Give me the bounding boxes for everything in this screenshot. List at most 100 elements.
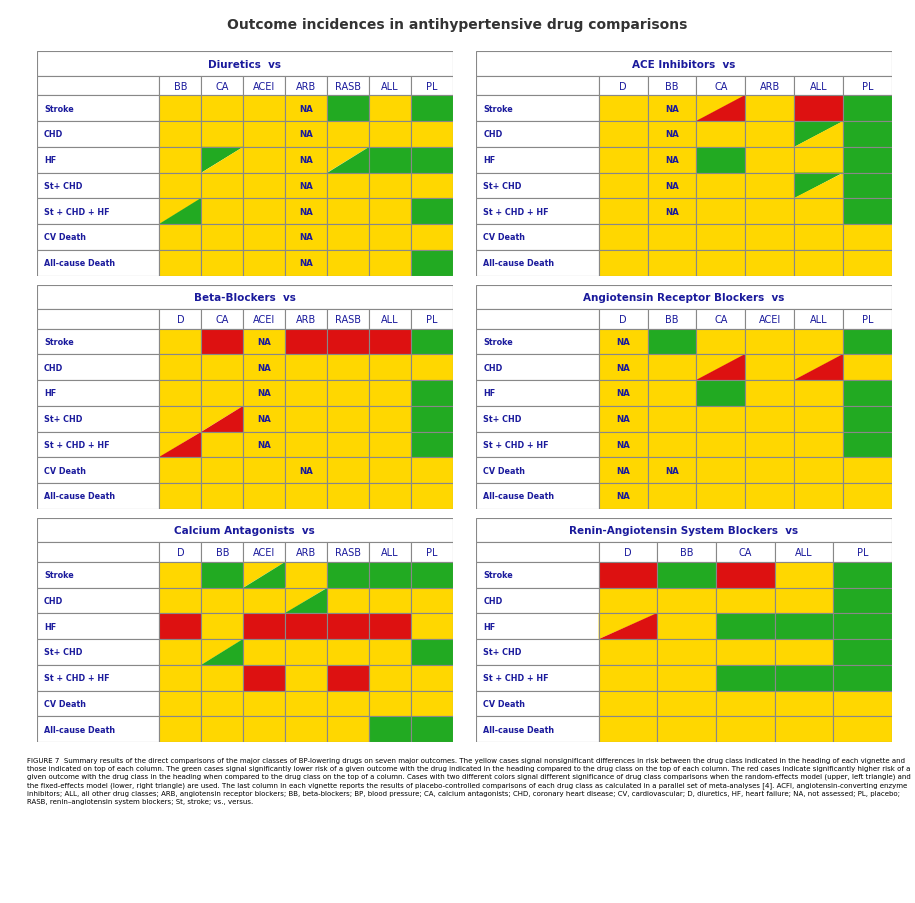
Bar (159, 433, 201, 458)
Bar (328, 310, 369, 330)
Text: ALL: ALL (382, 81, 399, 91)
Bar (746, 122, 794, 148)
Text: St + CHD + HF: St + CHD + HF (483, 208, 549, 217)
Text: NA: NA (616, 414, 630, 424)
Bar (285, 666, 328, 691)
Bar (746, 200, 794, 225)
Bar (598, 639, 657, 666)
Bar (328, 666, 369, 691)
Bar (844, 251, 892, 276)
Polygon shape (328, 148, 369, 173)
Bar (159, 543, 201, 563)
Bar (834, 717, 892, 742)
Bar (648, 225, 696, 251)
Bar (411, 666, 453, 691)
Text: RASB: RASB (335, 314, 361, 324)
Bar (657, 563, 716, 588)
Text: ACE Inhibitors  vs: ACE Inhibitors vs (632, 60, 736, 70)
Bar (844, 330, 892, 355)
Bar (37, 433, 159, 458)
Bar (411, 406, 453, 433)
Bar (159, 225, 201, 251)
Bar (598, 543, 657, 563)
Bar (648, 355, 696, 381)
Bar (716, 614, 775, 639)
Bar (648, 148, 696, 173)
Bar (476, 691, 598, 717)
Bar (794, 381, 844, 406)
Bar (411, 310, 453, 330)
Bar (746, 433, 794, 458)
Bar (159, 330, 201, 355)
Bar (285, 717, 328, 742)
Bar (411, 433, 453, 458)
Bar (657, 543, 716, 563)
Polygon shape (794, 173, 844, 200)
Bar (746, 458, 794, 484)
Text: BB: BB (665, 81, 679, 91)
Bar (598, 310, 648, 330)
Bar (37, 543, 159, 563)
Bar (598, 330, 648, 355)
Text: Stroke: Stroke (483, 105, 513, 114)
Text: St + CHD + HF: St + CHD + HF (44, 674, 110, 683)
Bar (775, 563, 834, 588)
Bar (794, 173, 844, 200)
Bar (648, 381, 696, 406)
Bar (648, 77, 696, 97)
Bar (243, 148, 285, 173)
Text: CHD: CHD (483, 363, 502, 372)
Text: FIGURE 7  Summary results of the direct comparisons of the major classes of BP-l: FIGURE 7 Summary results of the direct c… (27, 757, 911, 804)
Bar (37, 406, 159, 433)
Text: BB: BB (665, 314, 679, 324)
Text: St + CHD + HF: St + CHD + HF (44, 208, 110, 217)
Bar (696, 97, 746, 122)
Bar (328, 173, 369, 200)
Bar (285, 251, 328, 276)
Bar (37, 173, 159, 200)
Bar (369, 148, 411, 173)
Bar (369, 77, 411, 97)
Bar (328, 691, 369, 717)
Bar (243, 484, 285, 509)
Text: CV Death: CV Death (44, 233, 86, 242)
Text: Stroke: Stroke (44, 105, 74, 114)
Bar (243, 543, 285, 563)
Bar (844, 458, 892, 484)
Text: NA: NA (299, 208, 313, 217)
Polygon shape (696, 355, 746, 381)
Bar (696, 484, 746, 509)
Bar (476, 77, 598, 97)
Bar (794, 458, 844, 484)
Bar (794, 225, 844, 251)
Bar (328, 406, 369, 433)
Bar (201, 717, 243, 742)
Bar (328, 148, 369, 173)
Text: St+ CHD: St+ CHD (44, 647, 82, 656)
Text: NA: NA (665, 466, 679, 475)
Polygon shape (201, 406, 243, 433)
Text: NA: NA (665, 130, 679, 139)
Bar (159, 148, 201, 173)
Bar (746, 225, 794, 251)
Bar (794, 148, 844, 173)
Text: All-cause Death: All-cause Death (44, 259, 115, 268)
Text: NA: NA (616, 363, 630, 372)
Bar (648, 310, 696, 330)
Text: PL: PL (426, 81, 437, 91)
Text: St+ CHD: St+ CHD (44, 414, 82, 424)
Bar (716, 543, 775, 563)
Bar (476, 330, 598, 355)
Bar (476, 381, 598, 406)
Text: NA: NA (299, 182, 313, 191)
Bar (775, 691, 834, 717)
Bar (746, 484, 794, 509)
Bar (598, 251, 648, 276)
Bar (201, 251, 243, 276)
Bar (476, 563, 598, 588)
Text: St + CHD + HF: St + CHD + HF (483, 674, 549, 683)
Bar (369, 458, 411, 484)
Text: NA: NA (616, 338, 630, 347)
Bar (159, 122, 201, 148)
Bar (476, 588, 598, 614)
